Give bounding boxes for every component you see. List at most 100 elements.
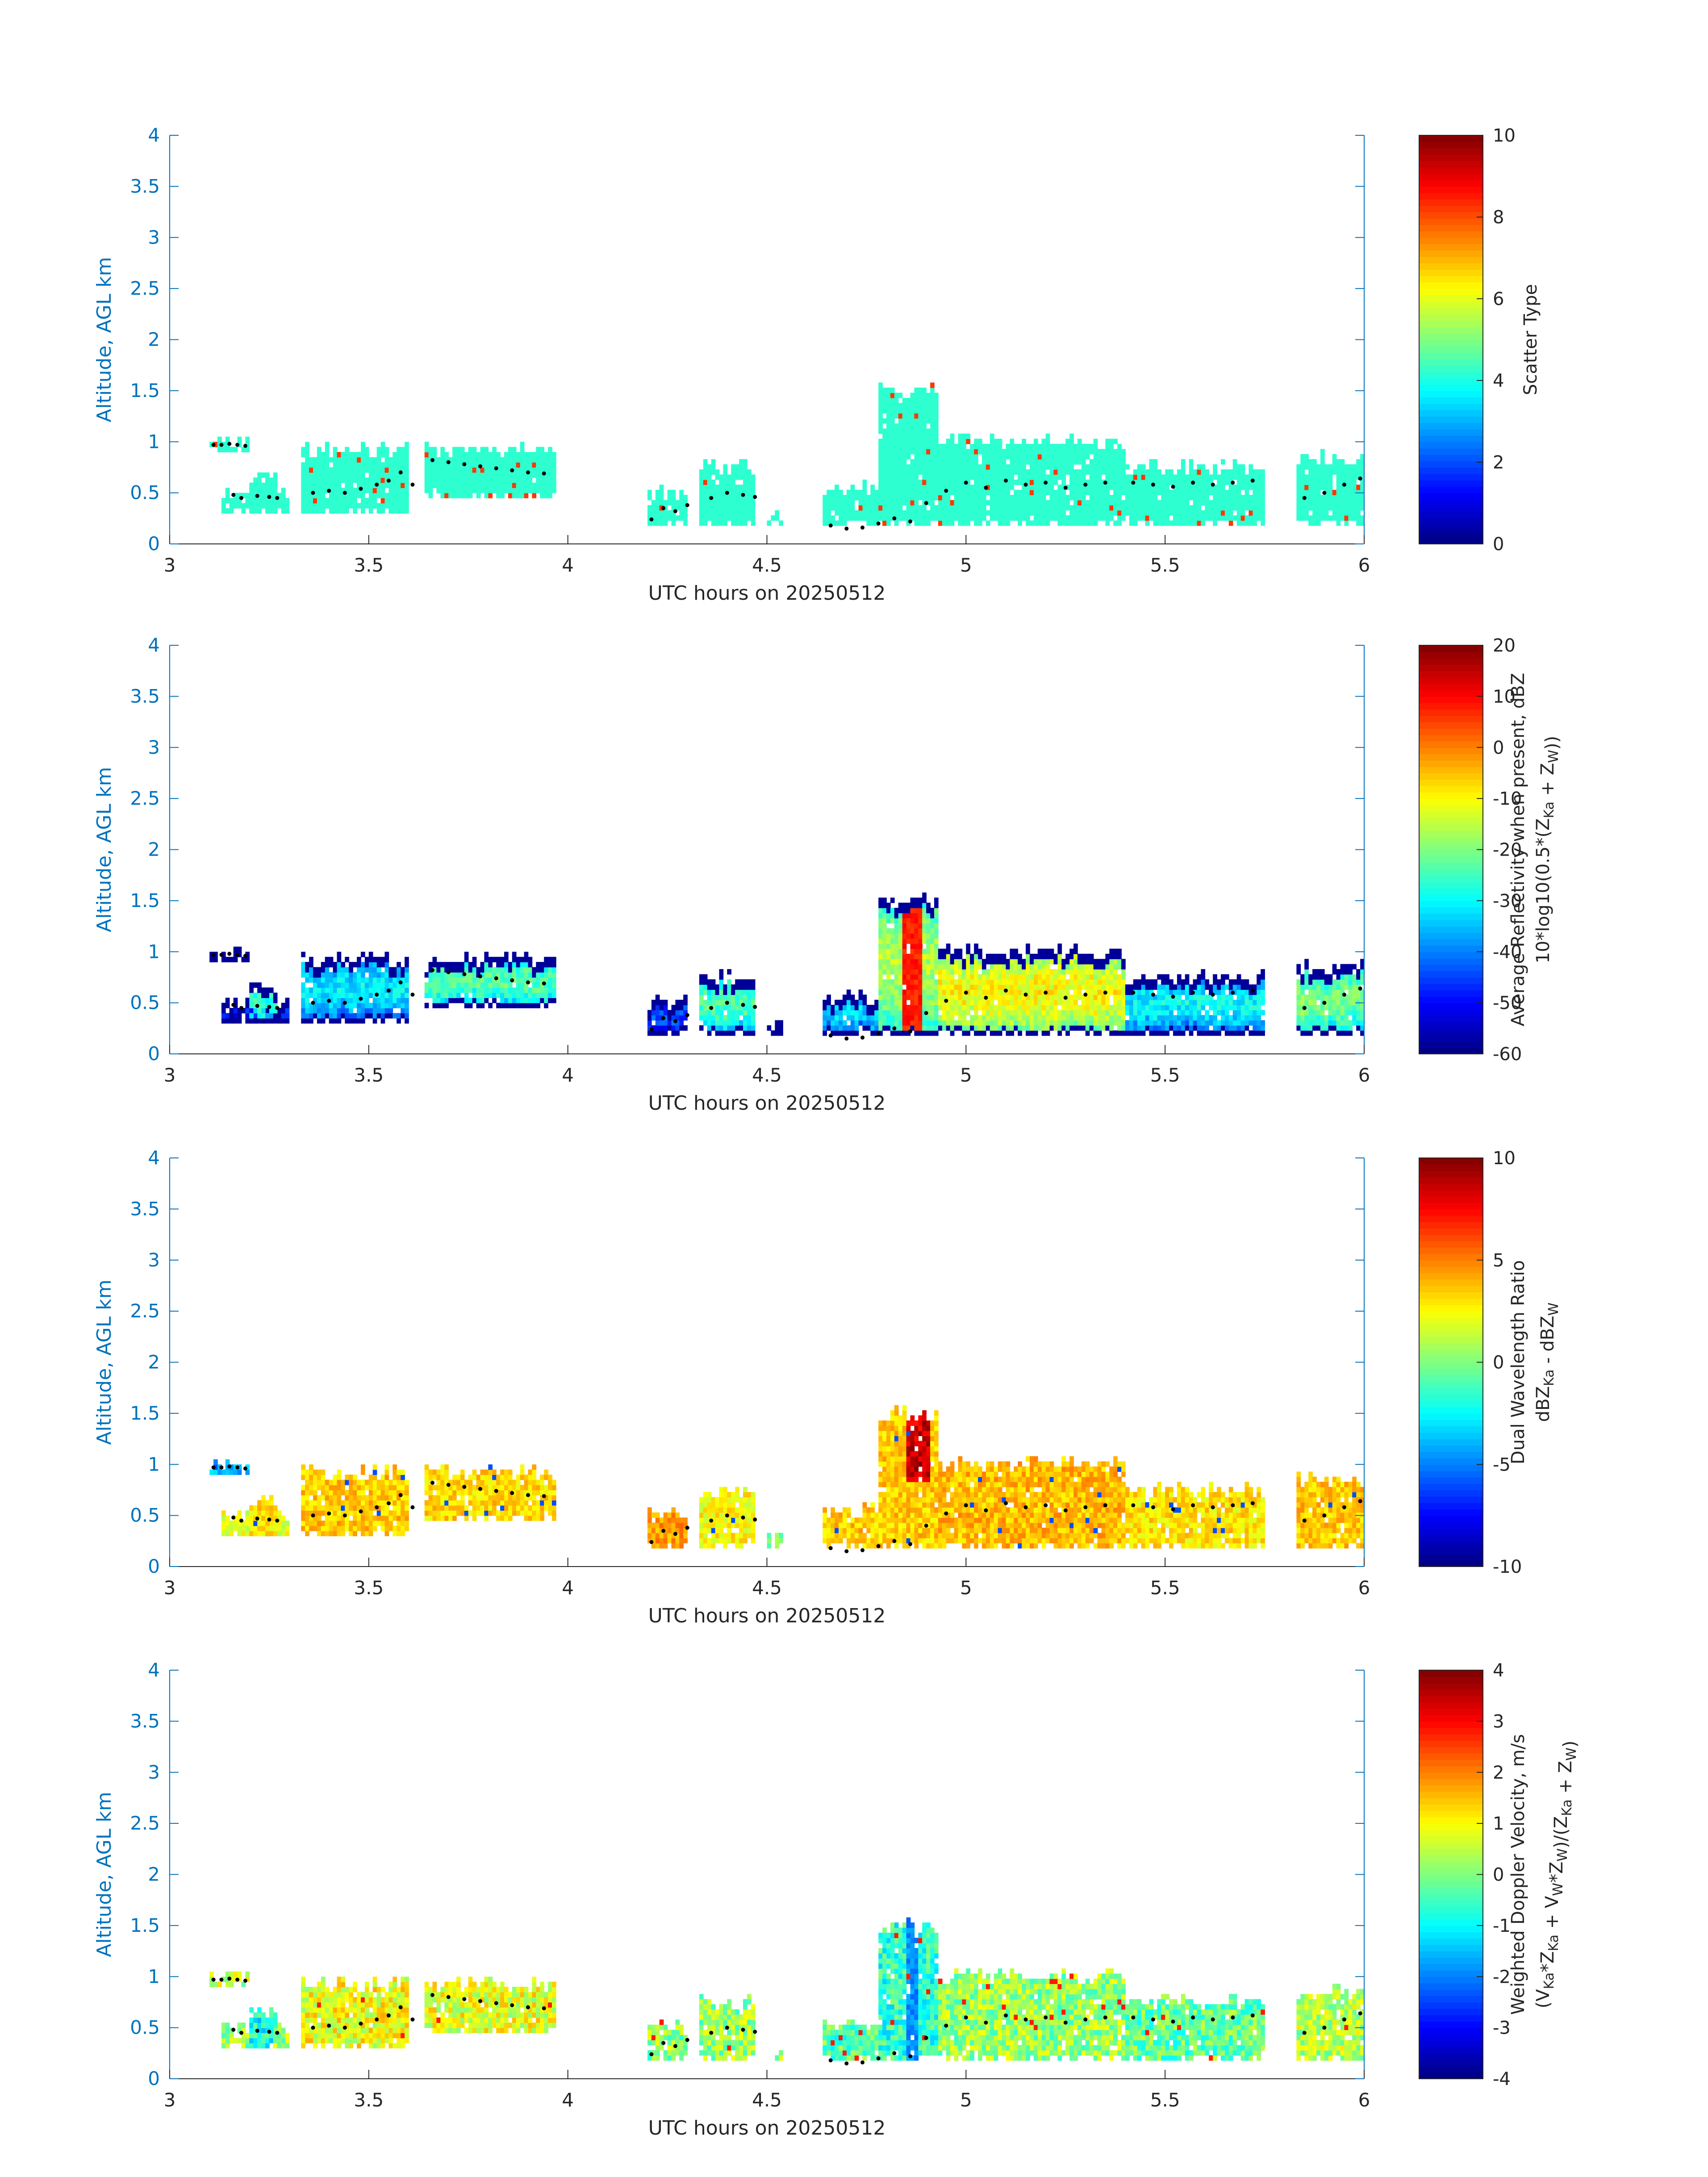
heatmap-cell [1077, 979, 1082, 985]
heatmap-cell [966, 515, 970, 521]
heatmap-cell [225, 1003, 230, 1008]
heatmap-cell [552, 998, 556, 1003]
heatmap-cell [317, 503, 322, 509]
heatmap-cell [1328, 469, 1333, 475]
heatmap-cell [1014, 454, 1018, 460]
heatmap-cell [1193, 500, 1198, 506]
heatmap-cell [317, 482, 322, 488]
heatmap-cell [516, 462, 521, 468]
heatmap-cell [1065, 994, 1070, 1000]
heatmap-cell [1117, 500, 1122, 506]
heatmap-cell [723, 485, 728, 490]
heatmap-cell [711, 495, 716, 501]
heatmap-cell [747, 989, 752, 995]
heatmap-cell [424, 482, 429, 488]
heatmap-cell [504, 477, 509, 483]
heatmap-cell [882, 428, 887, 434]
heatmap-cell [376, 462, 381, 468]
heatmap-cell [962, 500, 967, 506]
heatmap-cell [1073, 999, 1078, 1005]
heatmap-cell [831, 495, 835, 501]
heatmap-cell [1093, 449, 1098, 455]
colorbar-segment [1419, 397, 1483, 404]
heatmap-cell [1149, 459, 1154, 465]
heatmap-cell [1352, 464, 1357, 470]
heatmap-cell [902, 469, 907, 475]
heatmap-cell [946, 974, 951, 980]
heatmap-cell [890, 418, 895, 424]
heatmap-cell [906, 515, 911, 521]
heatmap-cell [245, 957, 250, 962]
heatmap-cell [890, 474, 895, 480]
heatmap-cell [922, 408, 927, 414]
heatmap-cell [886, 500, 891, 506]
heatmap-cell [938, 485, 943, 490]
heatmap-cell [1026, 505, 1030, 511]
heatmap-cell [333, 498, 338, 504]
heatmap-cell [480, 447, 485, 452]
heatmap-cell [1113, 505, 1118, 511]
heatmap-cell [902, 408, 907, 414]
heatmap-cell [751, 1025, 756, 1031]
heatmap-cell [305, 1013, 309, 1019]
heatmap-cell [269, 987, 274, 993]
heatmap-cell [914, 443, 919, 449]
heatmap-cell [317, 967, 322, 973]
heatmap-cell [361, 962, 365, 968]
heatmap-cell [747, 474, 752, 480]
heatmap-cell [890, 1015, 895, 1021]
heatmap-cell [265, 992, 270, 998]
heatmap-cell [488, 957, 493, 962]
heatmap-cell [902, 974, 907, 980]
heatmap-cell [667, 500, 672, 506]
heatmap-cell [1312, 489, 1317, 495]
heatmap-cell [711, 979, 716, 985]
heatmap-cell [1308, 485, 1313, 490]
heatmap-cell [1344, 469, 1349, 475]
heatmap-cell [978, 464, 982, 470]
heatmap-cell [249, 498, 254, 504]
heatmap-cell [858, 489, 863, 495]
heatmap-cell [496, 962, 501, 968]
heatmap-cell [1037, 443, 1042, 449]
heatmap-cell [711, 469, 716, 475]
cloud-base-dot [1083, 482, 1088, 487]
heatmap-cell [484, 962, 489, 968]
heatmap-cell [1165, 515, 1169, 521]
heatmap-cell [508, 493, 513, 498]
heatmap-cell [1097, 454, 1102, 460]
heatmap-cell [285, 1013, 290, 1019]
heatmap-cell [468, 967, 473, 973]
heatmap-cell [1030, 964, 1034, 969]
heatmap-cell [982, 474, 986, 480]
heatmap-cell [1324, 464, 1329, 470]
heatmap-cell [225, 447, 230, 452]
heatmap-cell [1085, 1010, 1090, 1015]
heatmap-cell [890, 505, 895, 511]
heatmap-cell [1340, 495, 1345, 501]
heatmap-cell [890, 403, 895, 409]
heatmap-cell [878, 1015, 883, 1021]
heatmap-cell [1228, 515, 1233, 521]
heatmap-cell [1157, 474, 1161, 480]
heatmap-cell [890, 938, 895, 944]
heatmap-cell [958, 520, 963, 526]
heatmap-cell [934, 953, 939, 959]
heatmap-cell [221, 508, 226, 514]
heatmap-cell [930, 933, 935, 939]
heatmap-cell [1022, 969, 1026, 975]
colorbar-segment [1419, 308, 1483, 315]
heatmap-cell [253, 498, 258, 504]
heatmap-cell [1018, 1015, 1022, 1021]
heatmap-cell [1169, 520, 1173, 526]
heatmap-cell [723, 515, 728, 521]
heatmap-cell [934, 1020, 939, 1026]
heatmap-cell [930, 1015, 935, 1021]
heatmap-cell [910, 994, 915, 1000]
heatmap-cell [842, 999, 847, 1005]
heatmap-cell [309, 498, 313, 504]
heatmap-cell [440, 447, 445, 452]
heatmap-cell [1069, 1015, 1074, 1021]
heatmap-cell [384, 1008, 389, 1014]
heatmap-cell [1037, 949, 1042, 954]
